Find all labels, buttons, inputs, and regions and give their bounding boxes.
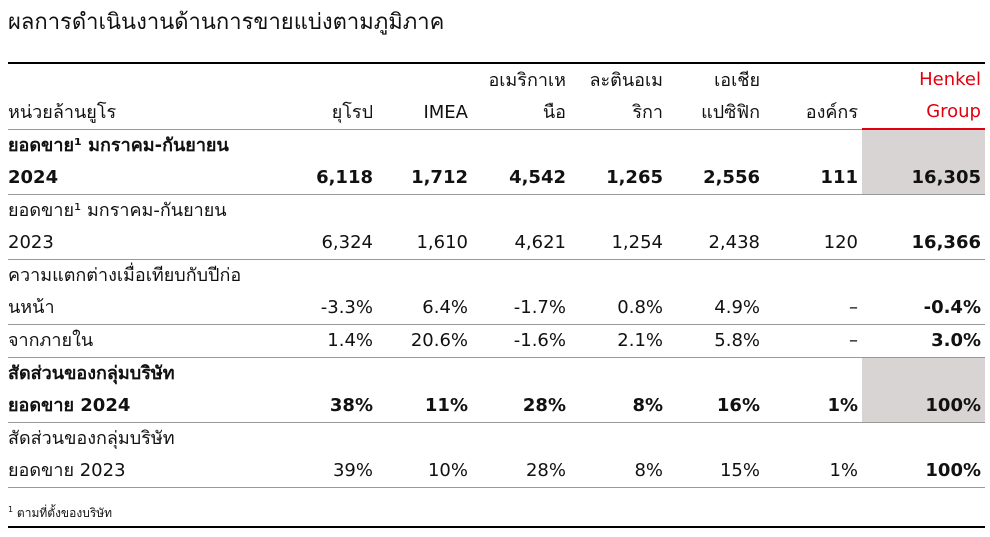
cell: -3.3% xyxy=(300,259,377,325)
cell: 38% xyxy=(300,357,377,423)
cell: 4,621 xyxy=(472,194,570,260)
text-line: 2024 xyxy=(8,166,59,188)
column-header: Henkel Group xyxy=(862,63,985,130)
table-row: สัดส่วนของกลุ่มบริษัท ยอดขาย 2024 38% 11% 28… xyxy=(8,357,985,423)
cell: 1.4% xyxy=(300,324,377,358)
table-row: ยอดขาย¹ มกราคม-กันยายน 2024 6,118 1,712 4,54… xyxy=(8,129,985,195)
table-row: ความแตกต่างเมื่อเทียบกับปีก่อ นหน้า -3.3% 6… xyxy=(8,259,985,325)
table-row: สัดส่วนของกลุ่มบริษัท ยอดขาย 2023 39% 10% 28… xyxy=(8,422,985,488)
column-header: องค์กร xyxy=(764,63,862,130)
cell: 20.6% xyxy=(377,324,472,358)
cell: 5.8% xyxy=(667,324,764,358)
row-label: สัดส่วนของกลุ่มบริษัทยอดขาย 2024 xyxy=(8,357,300,423)
column-header: IMEA xyxy=(377,63,472,130)
row-label: สัดส่วนของกลุ่มบริษัทยอดขาย 2023 xyxy=(8,422,300,488)
footnote-marker: 1 xyxy=(8,505,14,514)
title: ผลการดำเนินงานด้านการขายแบ่งตามภูมิภาค xyxy=(8,10,445,35)
cell: 120 xyxy=(764,194,862,260)
cell: 6.4% xyxy=(377,259,472,325)
cell: 4.9% xyxy=(667,259,764,325)
cell: 111 xyxy=(764,129,862,195)
text-line: Henkel xyxy=(919,69,981,90)
text-line: 2023 xyxy=(8,231,54,253)
cell: 16% xyxy=(667,357,764,423)
cell: 0.8% xyxy=(570,259,667,325)
bottom-rule xyxy=(8,526,985,528)
cell: 28% xyxy=(472,422,570,488)
row-label: ยอดขาย¹ มกราคม-กันยายน 2023 xyxy=(8,194,300,260)
column-header: ยุโรป xyxy=(300,63,377,130)
table-row: จากภายใน 1.4% 20.6% -1.6% 2.1% 5.8% –3.0% xyxy=(8,324,985,358)
row-label: จากภายใน xyxy=(8,324,300,358)
text-line: ความแตกต่างเมื่อเทียบกับปีก่อ xyxy=(8,264,242,286)
cell: -1.6% xyxy=(472,324,570,358)
header-row: หน่วยล้านยูโร ยุโรป IMEA อเมริกาเห นือ ละติน… xyxy=(8,63,985,130)
text-line: จากภายใน xyxy=(8,329,94,351)
cell: 10% xyxy=(377,422,472,488)
row-label: ยอดขาย¹ มกราคม-กันยายน 2024 xyxy=(8,129,300,195)
cell: 8% xyxy=(570,357,667,423)
text-line: อเมริกาเห xyxy=(488,69,566,91)
text-line: สัดส่วนของกลุ่มบริษัท xyxy=(8,362,175,384)
cell: -0.4% xyxy=(862,259,985,325)
cell: – xyxy=(764,259,862,325)
cell: 16,366 xyxy=(862,194,985,260)
text-line: ยุโรป xyxy=(331,101,373,123)
cell: 100% xyxy=(862,357,985,423)
text-line: สัดส่วนของกลุ่มบริษัท xyxy=(8,427,175,449)
footnote-text: ตามที่ตั้งของบริษัท xyxy=(16,506,113,520)
cell: 1,610 xyxy=(377,194,472,260)
cell: 16,305 xyxy=(862,129,985,195)
text-line: Group xyxy=(926,101,981,122)
text-line: องค์กร xyxy=(805,101,858,123)
text-line: เอเชีย xyxy=(714,69,760,91)
text-line: IMEA xyxy=(423,101,468,123)
text-line: นือ xyxy=(542,101,566,123)
cell: 2,556 xyxy=(667,129,764,195)
cell: 8% xyxy=(570,422,667,488)
text-line: ยอดขาย¹ มกราคม-กันยายน xyxy=(8,199,227,221)
cell: 11% xyxy=(377,357,472,423)
cell: 100% xyxy=(862,422,985,488)
footnote: 1 ตามที่ตั้งของบริษัท xyxy=(8,504,112,523)
cell: 3.0% xyxy=(862,324,985,358)
cell: 4,542 xyxy=(472,129,570,195)
text-line: ยอดขาย 2023 xyxy=(8,459,126,481)
text-line: ละตินอเม xyxy=(589,69,663,91)
text-line: แปซิฟิก xyxy=(701,101,760,123)
cell: 6,324 xyxy=(300,194,377,260)
cell: 1,265 xyxy=(570,129,667,195)
cell: 1,254 xyxy=(570,194,667,260)
cell: -1.7% xyxy=(472,259,570,325)
text-line: ยอดขาย 2024 xyxy=(8,394,131,416)
cell: 2.1% xyxy=(570,324,667,358)
cell: 28% xyxy=(472,357,570,423)
text-line: นหน้า xyxy=(8,296,55,318)
cell: 1,712 xyxy=(377,129,472,195)
table-row: ยอดขาย¹ มกราคม-กันยายน 2023 6,324 1,610 4,62… xyxy=(8,194,985,260)
cell: 1% xyxy=(764,422,862,488)
cell: – xyxy=(764,324,862,358)
column-header: อเมริกาเหนือ xyxy=(472,63,570,130)
unit-label: หน่วยล้านยูโร xyxy=(8,63,300,130)
cell: 1% xyxy=(764,357,862,423)
text-line: ริกา xyxy=(632,101,663,123)
text-line: ยอดขาย¹ มกราคม-กันยายน xyxy=(8,134,229,156)
cell: 2,438 xyxy=(667,194,764,260)
cell: 39% xyxy=(300,422,377,488)
row-label: ความแตกต่างเมื่อเทียบกับปีก่อนหน้า xyxy=(8,259,300,325)
results-table: หน่วยล้านยูโร ยุโรป IMEA อเมริกาเห นือ ละติน… xyxy=(8,62,985,488)
column-header: ละตินอเมริกา xyxy=(570,63,667,130)
cell: 15% xyxy=(667,422,764,488)
column-header: เอเชียแปซิฟิก xyxy=(667,63,764,130)
cell: 6,118 xyxy=(300,129,377,195)
